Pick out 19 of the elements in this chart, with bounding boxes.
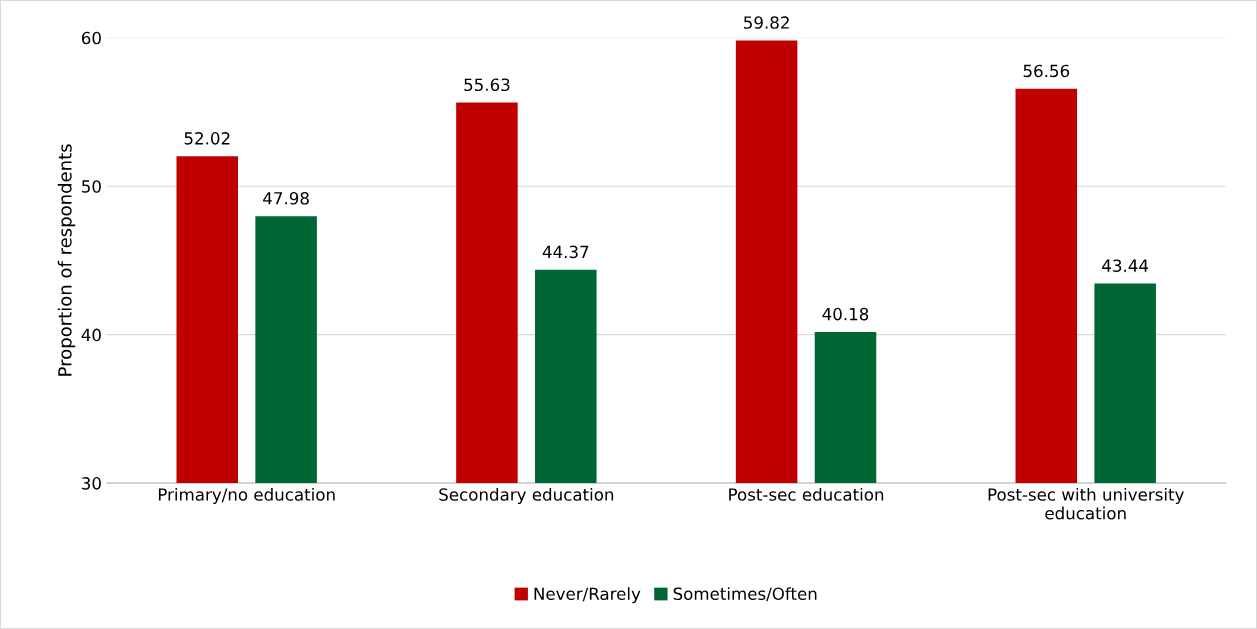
data-label: 55.63 — [464, 78, 510, 92]
y-tick-label: 40 — [81, 328, 101, 342]
x-tick-label: Secondary education — [439, 487, 614, 505]
legend-label: Never/Rarely — [534, 587, 641, 604]
y-tick-label: 30 — [82, 477, 101, 490]
y-tick-label: 60 — [81, 31, 101, 45]
data-label: 40.18 — [822, 307, 869, 321]
x-tick-label: Primary/no education — [158, 487, 335, 505]
data-label: 43.44 — [1102, 259, 1149, 272]
data-label: 44.37 — [542, 245, 589, 259]
data-label: 59.82 — [744, 16, 789, 29]
x-tick-label: Post-sec with university education — [988, 487, 1184, 520]
data-label: 52.02 — [184, 132, 230, 145]
data-label: 47.98 — [263, 192, 309, 205]
y-tick-label: 50 — [82, 180, 101, 193]
y-axis-title: Proportion of respondents — [57, 144, 76, 376]
x-tick-label: Post-sec education — [729, 487, 884, 501]
legend-label: Sometimes/Often — [673, 587, 817, 602]
data-label: 56.56 — [1023, 64, 1070, 78]
